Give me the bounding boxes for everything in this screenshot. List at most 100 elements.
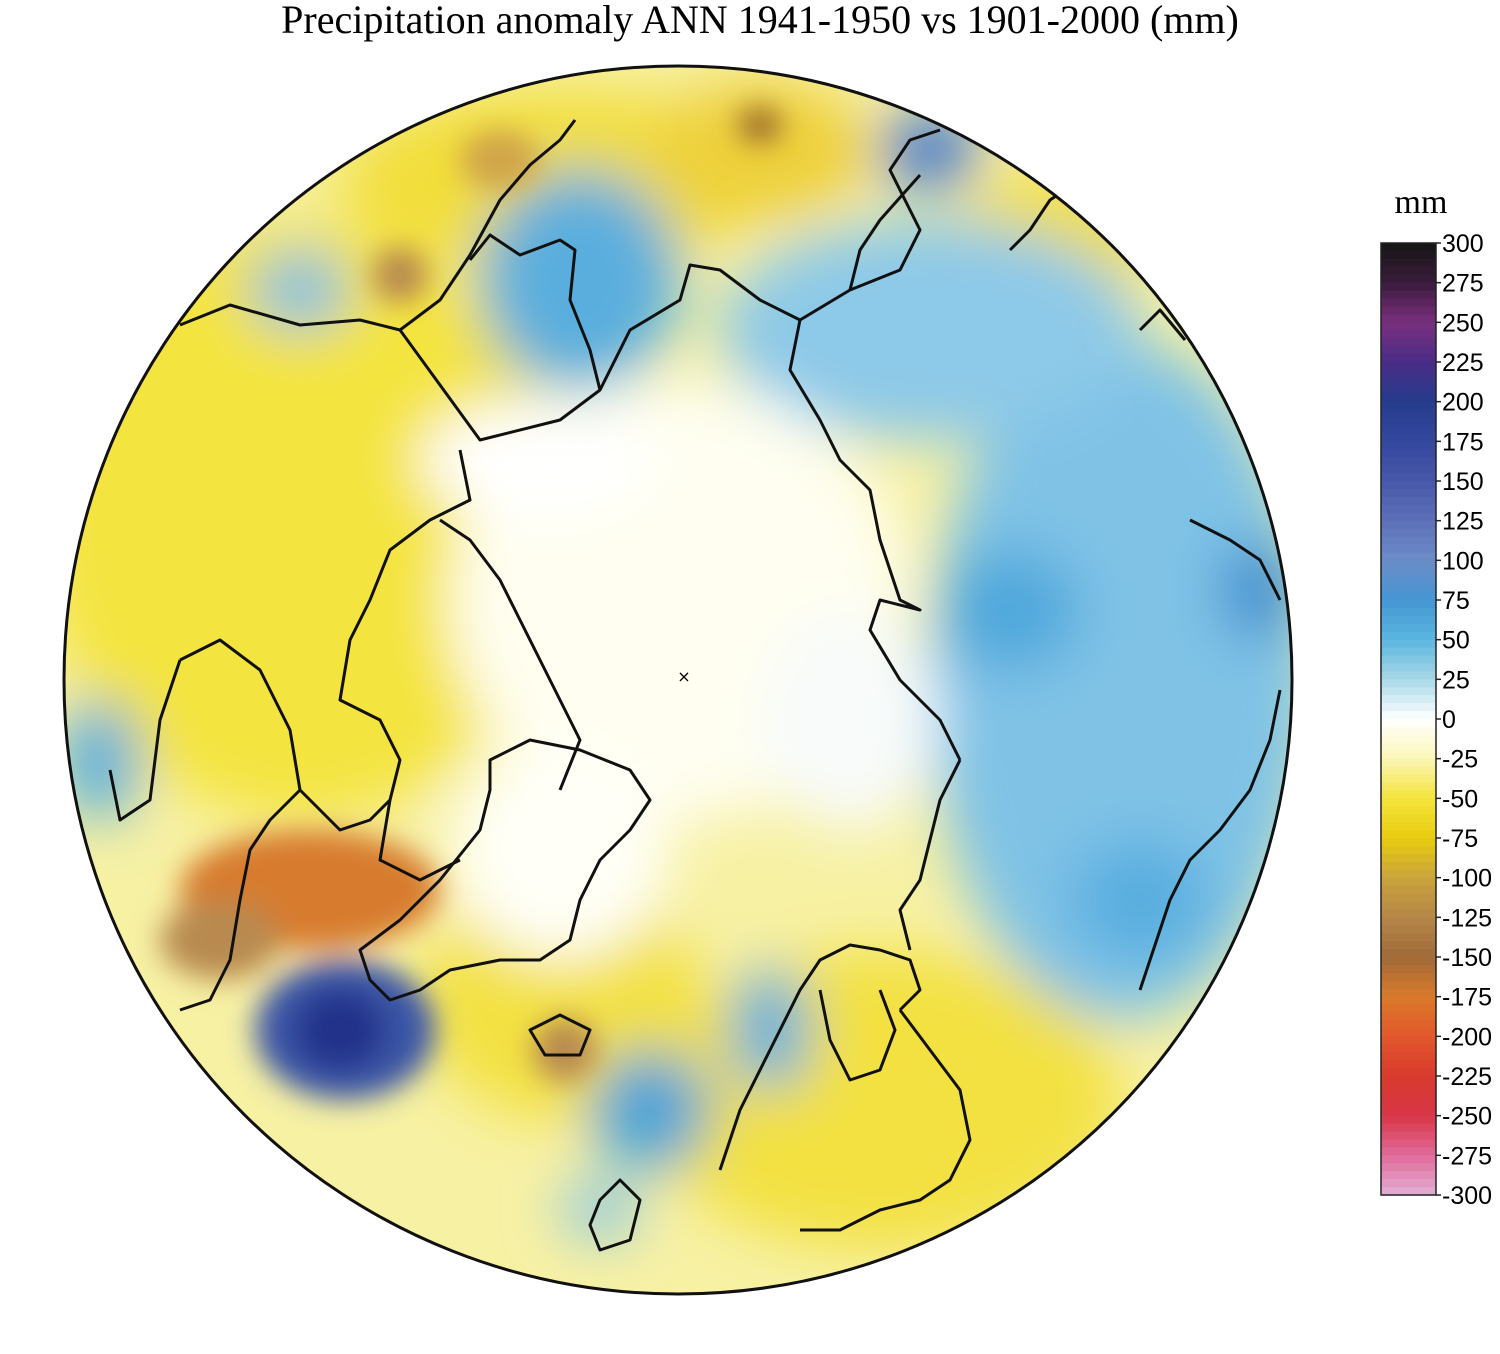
colorbar-band — [1381, 655, 1436, 665]
colorbar-band — [1381, 798, 1436, 807]
colorbar-band — [1381, 1171, 1436, 1180]
colorbar-band — [1381, 949, 1436, 958]
colorbar-band — [1381, 306, 1436, 315]
colorbar-band — [1381, 1028, 1436, 1037]
colorbar-band — [1381, 988, 1436, 998]
colorbar-band — [1381, 758, 1436, 768]
colorbar-band — [1381, 671, 1436, 680]
colorbar-band — [1381, 369, 1436, 379]
colorbar-band — [1381, 917, 1436, 926]
colorbar-band — [1381, 830, 1436, 839]
colorbar-band — [1381, 488, 1436, 498]
colorbar-unit: mm — [1395, 184, 1448, 221]
colorbar-tick-label: 225 — [1442, 349, 1484, 377]
colorbar-bands — [1381, 243, 1436, 1196]
colorbar-band — [1381, 362, 1436, 371]
colorbar-band — [1381, 250, 1436, 260]
colorbar-band — [1381, 750, 1436, 760]
colorbar-band — [1381, 512, 1436, 522]
colorbar-band — [1381, 711, 1436, 720]
colorbar-band — [1381, 449, 1436, 458]
colorbar-band — [1381, 647, 1436, 657]
colorbar-band — [1381, 243, 1436, 252]
colorbar-band — [1381, 814, 1436, 823]
colorbar-band — [1381, 695, 1436, 704]
colorbar-band — [1381, 1107, 1436, 1117]
colorbar-band — [1381, 925, 1436, 934]
colorbar-band — [1381, 607, 1436, 617]
colorbar-band — [1381, 663, 1436, 672]
colorbar-band — [1381, 520, 1436, 530]
colorbar-band — [1381, 972, 1436, 982]
colorbar-tick-label: 0 — [1442, 706, 1456, 734]
colorbar-band — [1381, 290, 1436, 300]
colorbar-band — [1381, 298, 1436, 308]
colorbar-band — [1381, 877, 1436, 887]
colorbar-band — [1381, 742, 1436, 752]
colorbar-tick-label: 300 — [1442, 230, 1484, 258]
colorbar-tick-label: -175 — [1442, 984, 1492, 1012]
colorbar-band — [1381, 1044, 1436, 1053]
colorbar-band — [1381, 481, 1436, 490]
polar-map: × — [64, 66, 1292, 1294]
colorbar-band — [1381, 1131, 1436, 1141]
colorbar-tick-label: -150 — [1442, 944, 1492, 972]
colorbar-band — [1381, 901, 1436, 910]
colorbar-band — [1381, 393, 1436, 403]
north-pole-marker: × — [677, 667, 690, 686]
colorbar-band — [1381, 1163, 1436, 1172]
colorbar-tick-label: -250 — [1442, 1103, 1492, 1131]
colorbar-band — [1381, 473, 1436, 482]
map-outline — [62, 64, 1294, 1296]
colorbar-band — [1381, 441, 1436, 450]
colorbar-tick-label: 75 — [1442, 587, 1470, 615]
colorbar-band — [1381, 845, 1436, 855]
colorbar-band — [1381, 377, 1436, 387]
colorbar-band — [1381, 330, 1436, 339]
colorbar-tick-label: 250 — [1442, 309, 1484, 337]
colorbar-band — [1381, 996, 1436, 1006]
colorbar-band — [1381, 766, 1436, 776]
colorbar-band — [1381, 457, 1436, 466]
coastlines — [108, 119, 1282, 1252]
colorbar-band — [1381, 719, 1436, 728]
colorbar-tick-label: -300 — [1442, 1182, 1492, 1210]
colorbar-band — [1381, 385, 1436, 395]
colorbar-band — [1381, 504, 1436, 514]
colorbar-band — [1381, 584, 1436, 593]
colorbar-band — [1381, 1187, 1436, 1196]
colorbar-band — [1381, 838, 1436, 847]
colorbar-band — [1381, 980, 1436, 990]
colorbar-band — [1381, 496, 1436, 506]
colorbar-band — [1381, 592, 1436, 601]
colorbar-band — [1381, 401, 1436, 411]
colorbar-band — [1381, 687, 1436, 696]
colorbar-band — [1381, 1060, 1436, 1069]
colorbar-band — [1381, 861, 1436, 871]
colorbar-band — [1381, 314, 1436, 323]
colorbar-band — [1381, 1155, 1436, 1164]
colorbar-tick-label: -225 — [1442, 1063, 1492, 1091]
colorbar-band — [1381, 433, 1436, 442]
colorbar-tick-label: -25 — [1442, 746, 1478, 774]
colorbar-band — [1381, 639, 1436, 649]
colorbar-band — [1381, 1052, 1436, 1061]
colorbar-tick-label: 125 — [1442, 508, 1484, 536]
colorbar-band — [1381, 869, 1436, 879]
colorbar-tick-label: -75 — [1442, 825, 1478, 853]
colorbar-band — [1381, 782, 1436, 791]
colorbar-band — [1381, 631, 1436, 641]
colorbar-band — [1381, 933, 1436, 942]
colorbar-band — [1381, 568, 1436, 577]
colorbar-tick-label: -200 — [1442, 1023, 1492, 1051]
colorbar-band — [1381, 1139, 1436, 1148]
colorbar-band — [1381, 560, 1436, 569]
colorbar-tick-label: -50 — [1442, 785, 1478, 813]
colorbar-band — [1381, 1179, 1436, 1188]
colorbar-band — [1381, 1083, 1436, 1093]
colorbar-tick-label: -100 — [1442, 865, 1492, 893]
colorbar-band — [1381, 703, 1436, 712]
colorbar-band — [1381, 822, 1436, 831]
colorbar-band — [1381, 623, 1436, 633]
colorbar-band — [1381, 274, 1436, 284]
